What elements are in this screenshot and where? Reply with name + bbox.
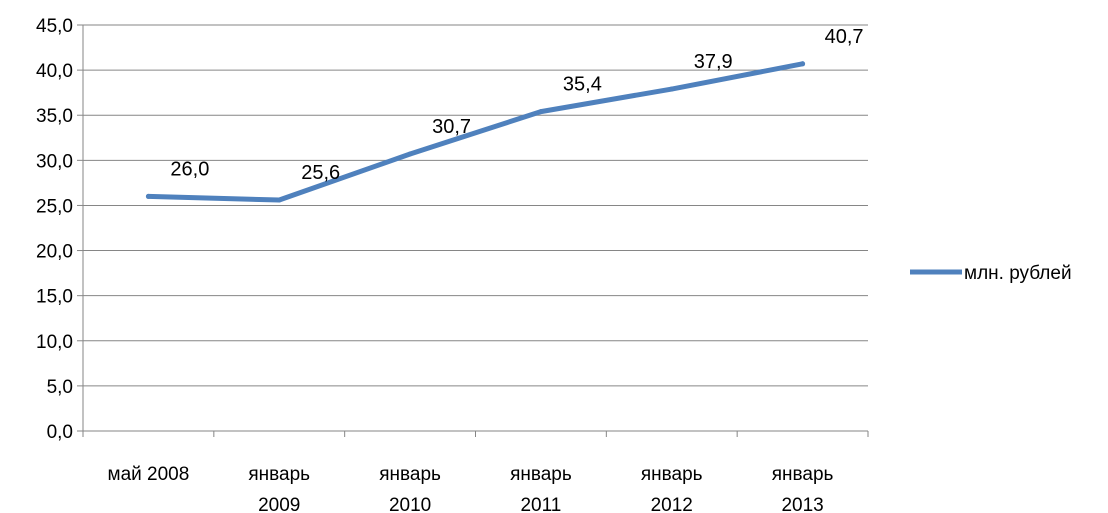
data-point bbox=[669, 86, 675, 92]
x-tick-label: январь 2013 bbox=[772, 464, 834, 513]
data-point bbox=[145, 193, 151, 199]
y-axis-tick-labels: 0,0 5,0 10,0 15,0 20,0 25,0 30,0 35,0 40,0 45,0 bbox=[36, 16, 73, 443]
legend: млн. рублей bbox=[910, 263, 1072, 284]
y-tick-label: 20,0 bbox=[36, 242, 73, 263]
data-label: 30,7 bbox=[432, 116, 471, 138]
data-point bbox=[276, 197, 282, 203]
y-tick-label: 15,0 bbox=[36, 287, 73, 308]
y-tick-label: 45,0 bbox=[36, 16, 73, 37]
data-label: 40,7 bbox=[825, 26, 864, 48]
series-layer bbox=[145, 61, 806, 203]
data-labels: 26,0 25,6 30,7 35,4 37,9 40,7 bbox=[170, 26, 863, 184]
data-point bbox=[538, 109, 544, 115]
data-label: 26,0 bbox=[170, 158, 209, 180]
y-tick-label: 40,0 bbox=[36, 61, 73, 82]
y-tick-label: 25,0 bbox=[36, 196, 73, 217]
data-point bbox=[407, 151, 413, 157]
gridlines bbox=[83, 24, 868, 387]
y-tick-label: 5,0 bbox=[47, 377, 73, 398]
x-tick-label: январь 2010 bbox=[379, 464, 441, 513]
x-tick-label: январь 2011 bbox=[510, 464, 572, 513]
x-tick-label: январь 2012 bbox=[641, 464, 703, 513]
x-tick-label: май 2008 bbox=[108, 464, 190, 485]
x-tick-label: январь 2009 bbox=[248, 464, 310, 513]
y-tick-label: 30,0 bbox=[36, 151, 73, 172]
data-label: 25,6 bbox=[301, 162, 340, 184]
data-label: 37,9 bbox=[694, 51, 733, 73]
y-tick-label: 35,0 bbox=[36, 106, 73, 127]
x-axis-tick-labels: май 2008 январь 2009 январь 2010 январь 2011 ян… bbox=[108, 464, 834, 513]
legend-label: млн. рублей bbox=[964, 263, 1072, 284]
y-tick-label: 10,0 bbox=[36, 332, 73, 353]
series-line bbox=[145, 61, 806, 203]
y-tick-label: 0,0 bbox=[47, 422, 73, 443]
data-label: 35,4 bbox=[563, 74, 602, 96]
axes bbox=[77, 24, 869, 437]
data-point bbox=[800, 61, 806, 67]
